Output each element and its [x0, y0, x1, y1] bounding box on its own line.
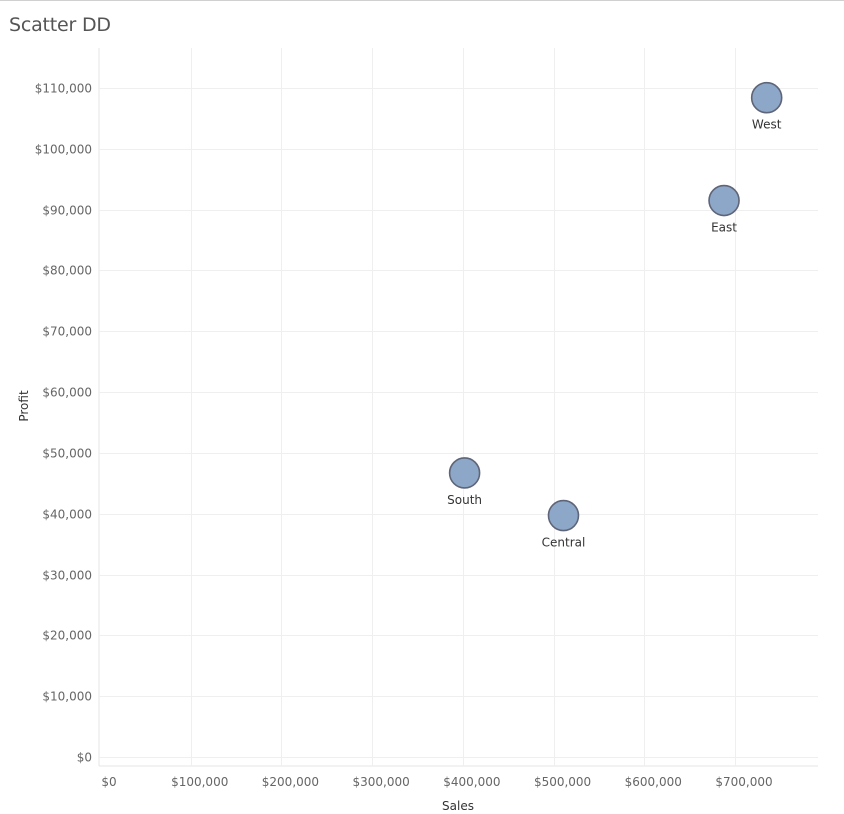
point-central[interactable] [547, 499, 580, 532]
x-tick-label: $100,000 [171, 775, 228, 789]
x-axis-label: Sales [442, 799, 474, 813]
point-label-east: East [711, 221, 737, 235]
point-south[interactable] [448, 457, 481, 489]
y-tick-label: $50,000 [42, 447, 92, 461]
x-tick-label: $400,000 [443, 775, 500, 789]
y-tick-label: $100,000 [35, 143, 92, 157]
point-label-west: West [752, 118, 782, 132]
point-east[interactable] [708, 184, 740, 217]
x-tick-label: $300,000 [353, 775, 410, 789]
x-tick-label: $200,000 [262, 775, 319, 789]
point-label-south: South [447, 493, 482, 507]
y-tick-label: $90,000 [42, 204, 92, 218]
y-tick-label: $70,000 [42, 325, 92, 339]
y-tick-label: $30,000 [42, 569, 92, 583]
grid-lines [98, 48, 818, 767]
y-axis-label: Profit [17, 390, 31, 422]
x-tick-label: $500,000 [534, 775, 591, 789]
data-points: West East South Central [447, 81, 783, 550]
x-axis-ticks: $0 $100,000 $200,000 $300,000 $400,000 $500,0… [101, 775, 772, 789]
y-tick-label: $80,000 [42, 264, 92, 278]
y-tick-label: $40,000 [42, 508, 92, 522]
point-west[interactable] [750, 81, 783, 114]
y-tick-label: $60,000 [42, 386, 92, 400]
chart-title: Scatter DD [9, 14, 111, 36]
x-tick-label: $600,000 [625, 775, 682, 789]
top-border [0, 0, 844, 1]
y-tick-label: $110,000 [35, 82, 92, 96]
x-tick-label: $700,000 [715, 775, 772, 789]
y-tick-label: $20,000 [42, 629, 92, 643]
point-label-central: Central [542, 536, 586, 550]
y-tick-label: $10,000 [42, 690, 92, 704]
y-axis-ticks: $0 $10,000 $20,000 $30,000 $40,000 $50,000 $60… [35, 82, 92, 765]
x-tick-label: $0 [101, 775, 116, 789]
y-tick-label: $0 [77, 751, 92, 765]
